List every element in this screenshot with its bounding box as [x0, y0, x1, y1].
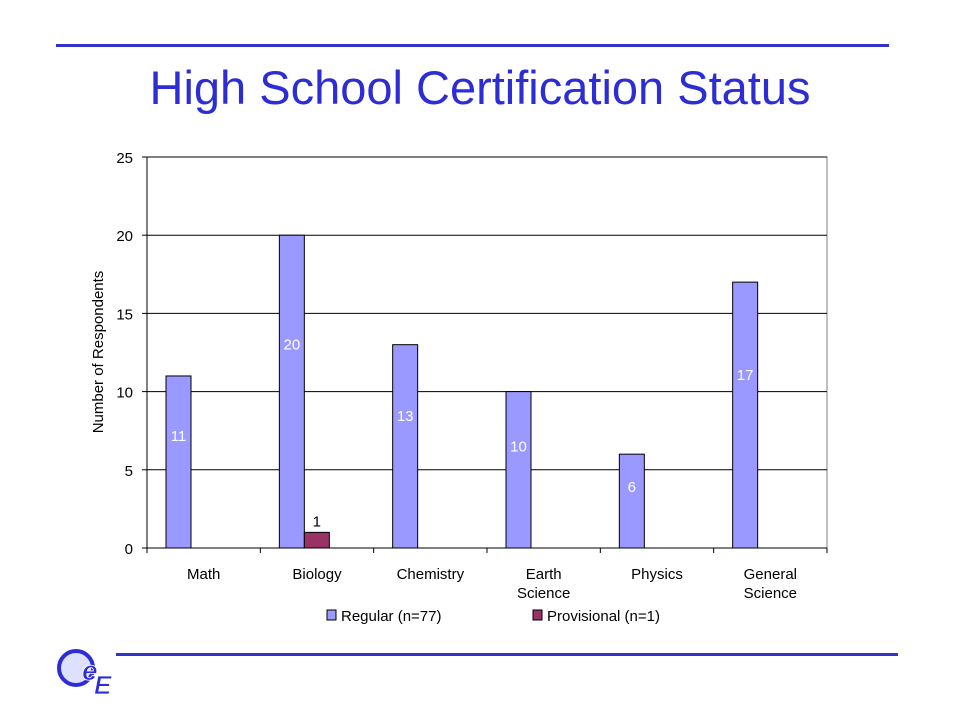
x-tick-label: Science: [744, 585, 797, 602]
bar-regular: [278, 234, 305, 549]
y-tick-label: 20: [116, 228, 133, 245]
bar-regular: [505, 391, 532, 549]
x-tick-label: Earth: [526, 566, 562, 583]
bar-regular: [732, 281, 759, 549]
legend-label: Provisional (n=1): [547, 608, 660, 625]
data-label: 17: [737, 367, 754, 384]
data-label: 1: [313, 513, 321, 530]
y-tick-label: 25: [116, 150, 133, 167]
plot-area: [146, 156, 828, 549]
x-tick-label: Science: [517, 585, 570, 602]
data-label: 10: [510, 438, 527, 455]
x-tick-label: Biology: [292, 566, 342, 583]
svg-text:e: e: [82, 655, 98, 686]
y-tick-label: 0: [125, 541, 133, 558]
x-tick-label: Physics: [631, 566, 683, 583]
school-logo-icon: e E: [57, 649, 112, 700]
y-tick-label: 5: [125, 463, 133, 480]
data-label: 13: [397, 408, 414, 425]
bottom-rule: [116, 653, 898, 656]
bar-regular: [392, 344, 419, 549]
legend-swatch: [532, 609, 543, 621]
bar-provisional: [303, 531, 330, 549]
x-tick-label: Chemistry: [397, 566, 465, 583]
svg-text:E: E: [94, 670, 112, 700]
y-tick-label: 10: [116, 385, 133, 402]
legend-swatch: [326, 609, 337, 621]
bar-regular: [165, 375, 192, 549]
x-tick-label: General: [744, 566, 797, 583]
bar-regular: [618, 453, 645, 549]
data-label: 6: [628, 479, 636, 496]
y-tick-label: 15: [116, 306, 133, 323]
x-tick-label: Math: [187, 566, 220, 583]
y-axis-label: Number of Respondents: [90, 271, 107, 434]
slide-title: High School Certification Status: [149, 61, 811, 114]
legend-label: Regular (n=77): [341, 608, 441, 625]
data-label: 11: [171, 428, 187, 445]
top-rule: [56, 44, 889, 47]
data-label: 20: [283, 337, 300, 354]
